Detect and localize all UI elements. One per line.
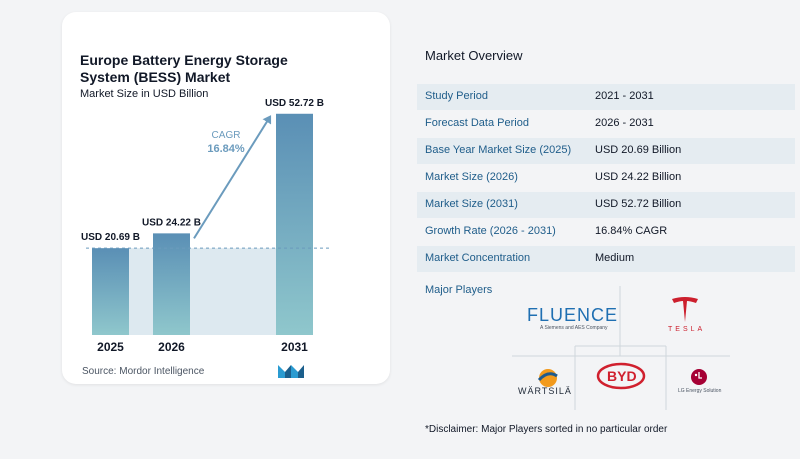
mordor-logo-icon xyxy=(278,365,304,378)
overview-row-label: Base Year Market Size (2025) xyxy=(425,144,572,156)
overview-row-value: 16.84% CAGR xyxy=(595,225,668,237)
major-players-heading: Major Players xyxy=(425,284,493,296)
source-note: Source: Mordor Intelligence xyxy=(82,366,205,377)
overview-row: Market Size (2031) USD 52.72 Billion xyxy=(417,192,795,218)
overview-row-label: Market Concentration xyxy=(425,252,531,264)
overview-row: Forecast Data Period 2026 - 2031 xyxy=(417,111,795,137)
tesla-wordmark: TESLA xyxy=(668,326,706,333)
wartsila-logo-icon xyxy=(537,369,558,387)
market-overview-heading: Market Overview xyxy=(425,48,523,63)
overview-row-value: USD 52.72 Billion xyxy=(595,198,682,210)
overview-row-value: 2021 - 2031 xyxy=(595,90,654,102)
overview-row: Growth Rate (2026 - 2031) 16.84% CAGR xyxy=(417,219,795,245)
overview-row-value: USD 24.22 Billion xyxy=(595,171,682,183)
byd-wordmark: BYD xyxy=(607,368,637,384)
overview-row-label: Growth Rate (2026 - 2031) xyxy=(425,225,556,237)
overview-row: Study Period 2021 - 2031 xyxy=(417,84,795,110)
wartsila-wordmark: WÄRTSILÄ xyxy=(518,386,572,396)
fluence-logo: FLUENCE xyxy=(527,305,619,325)
overview-row-label: Forecast Data Period xyxy=(425,117,529,129)
tesla-logo-icon xyxy=(672,297,698,322)
chart-subtitle: Market Size in USD Billion xyxy=(80,88,209,100)
fluence-tagline: A Siemens and AES Company xyxy=(540,325,608,331)
chart-title: Europe Battery Energy Storage System (BE… xyxy=(80,52,288,85)
lg-energy-tagline: LG Energy Solution xyxy=(678,388,722,394)
lg-logo-icon xyxy=(691,369,707,385)
overview-row-value: 2026 - 2031 xyxy=(595,117,654,129)
overview-row-value: USD 20.69 Billion xyxy=(595,144,682,156)
byd-logo-icon xyxy=(596,362,646,390)
overview-row-label: Study Period xyxy=(425,90,488,102)
disclaimer: *Disclaimer: Major Players sorted in no … xyxy=(425,424,668,435)
overview-row: Market Size (2026) USD 24.22 Billion xyxy=(417,165,795,191)
overview-row: Market Concentration Medium xyxy=(417,246,795,272)
overview-row-label: Market Size (2026) xyxy=(425,171,518,183)
overview-row-value: Medium xyxy=(595,252,635,264)
overview-row: Base Year Market Size (2025) USD 20.69 Bi… xyxy=(417,138,795,164)
overview-row-label: Market Size (2031) xyxy=(425,198,518,210)
